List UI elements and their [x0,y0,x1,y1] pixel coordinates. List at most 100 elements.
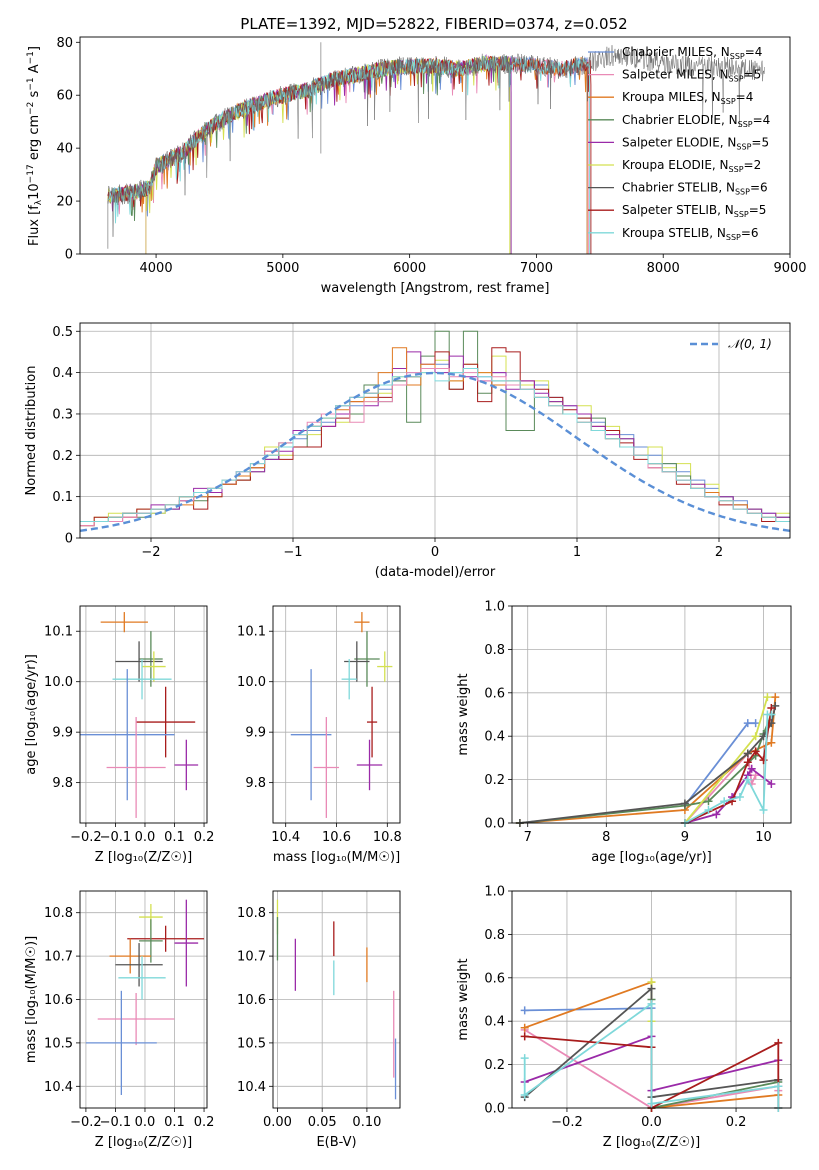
x-tick-label: 0.2 [194,830,215,845]
errorbar-point-salpeter-elodie [356,739,383,791]
x-tick-label: 7000 [520,261,553,276]
x-axis-label: (data-model)/error [375,565,496,580]
mass-weight-marker [704,797,713,806]
axes-frame [511,890,792,1109]
mass-weight-marker [751,747,760,756]
legend-label: Salpeter STELIB, NSSP=5 [622,203,766,219]
axes-frame [79,890,208,1109]
x-tick-label: −0.2 [551,1115,583,1130]
errorbar-point-kroupa-miles [109,938,151,974]
spectrum-kroupa-stelib-line [107,55,591,254]
errorbar-point-chabrier-stelib [115,943,163,987]
y-tick-label: 0.3 [52,407,73,422]
axes-frame [79,605,208,824]
spectrum-ylabel: Flux [fλ10−17 erg cm−2 s−1 A−1] [26,46,44,246]
x-tick-label: 0.0 [135,830,156,845]
legend-label: Chabrier MILES, NSSP=4 [622,45,762,61]
legend-label: Chabrier STELIB, NSSP=6 [622,181,768,197]
x-tick-label: 1 [573,545,581,560]
errorbar-point-salpeter-stelib [366,686,378,758]
axes-frame [272,605,401,824]
x-tick-label: 0.05 [308,1115,337,1130]
x-tick-label: 0.10 [352,1115,381,1130]
mass-weight-marker [767,738,776,747]
errorbar-point-chabrier-elodie [139,631,163,687]
y-tick-label: 10.8 [237,906,266,921]
x-axis-label: Z [log₁₀(Z/Z☉)] [95,850,192,865]
y-tick-label: 0.0 [484,817,505,832]
y-tick-label: 0.2 [484,773,505,788]
histogram-kroupa-stelib [80,368,790,522]
y-tick-label: 0.4 [52,366,73,381]
axes-frame [272,890,401,1109]
x-tick-label: 7 [524,830,532,845]
errorbar-point-chabrier-elodie [354,631,380,687]
spectrum-panel: 4000 5000 6000 7000 8000 9000 0 20 40 60 80 wavelen… [56,36,806,296]
mass-weight-marker [647,1099,656,1108]
mass-weight-marker [774,1038,783,1047]
axes-frame [511,605,792,824]
y-tick-label: 40 [56,142,73,157]
errorbar-point-chabrier-stelib [344,641,370,682]
x-tick-label: 10 [755,830,772,845]
x-tick-label: 0.00 [263,1115,292,1130]
mass-weight-series-chabrier-stelib [515,701,780,827]
errorbar-point-salpeter-miles [106,717,166,818]
x-tick-label: −0.2 [70,1115,102,1130]
y-tick-label: 0.2 [484,1058,505,1073]
age-vs-z-panel: −0.2−0.1 0.0 0.1 0.2 9.8 9.9 10.0 10.1 Z [log₁₀(… [24,605,215,865]
spectrum-lines [107,42,765,254]
mass-weight-marker [751,719,760,728]
mass-weight-line [684,713,772,824]
mass-weight-marker [520,1023,529,1032]
y-tick-label: 10.4 [237,1080,266,1095]
mass-weight-marker [520,1032,529,1041]
mass-weight-marker [743,749,752,758]
axes-frame [79,322,791,539]
y-tick-label: 0.1 [52,490,73,505]
y-axis-label: mass weight [456,673,471,755]
y-tick-label: 9.8 [52,776,73,791]
y-tick-label: 10.4 [44,1080,73,1095]
y-tick-label: 0 [65,532,73,547]
y-axis-label: mass [log₁₀(M/M☉)] [24,936,39,1063]
x-tick-label: −0.1 [100,1115,132,1130]
mass-weight-marker [720,797,729,806]
errorbar-point-kroupa-stelib [118,956,166,1000]
y-tick-label: 10.6 [237,993,266,1008]
errorbar-point-chabrier-miles [290,669,332,801]
y-tick-label: 9.9 [52,726,73,741]
legend-label: Kroupa STELIB, NSSP=6 [622,226,759,242]
errorbar-point-kroupa-miles [354,612,370,633]
mass-weight-marker [771,693,780,702]
x-tick-label: 6000 [393,261,426,276]
y-tick-label: 0.8 [484,928,505,943]
normal-legend-label: 𝒩(0, 1) [728,337,772,351]
errorbar-point-chabrier-miles [80,669,175,801]
mass-weight-series-kroupa-elodie [680,693,772,827]
errorbar-point-salpeter-stelib [136,686,196,758]
y-tick-label: 0 [65,248,73,263]
errorbar-point-salpeter-miles [313,717,340,818]
mass-weight-marker [520,1054,529,1063]
legend-label: Kroupa ELODIE, NSSP=2 [622,158,761,174]
mass-weight-vs-z-panel: −0.2 0.0 0.2 0.0 0.2 0.4 0.6 0.8 1.0 Z [log₁₀(Z/Z… [456,885,792,1150]
y-tick-label: 20 [56,195,73,210]
x-tick-label: 0 [431,545,439,560]
x-tick-label: 0.2 [726,1115,747,1130]
mass-weight-marker [647,984,656,993]
y-tick-label: 0.4 [484,1015,505,1030]
x-axis-label: Z [log₁₀(Z/Z☉)] [603,1135,700,1150]
errorbar-point-kroupa-stelib [341,658,357,700]
x-tick-label: 10.4 [271,830,300,845]
x-tick-label: 0.0 [135,1115,156,1130]
legend-label: Salpeter ELODIE, NSSP=5 [622,135,769,151]
y-tick-label: 10.7 [237,950,266,965]
errorbar-point-kroupa-elodie [142,651,166,682]
y-axis-label: Normed distribution [24,366,39,496]
y-tick-label: 10.6 [44,993,73,1008]
x-tick-label: 5000 [266,261,299,276]
y-tick-label: 10.7 [44,950,73,965]
mass-weight-line [519,714,773,824]
mass-weight-marker [747,764,756,773]
